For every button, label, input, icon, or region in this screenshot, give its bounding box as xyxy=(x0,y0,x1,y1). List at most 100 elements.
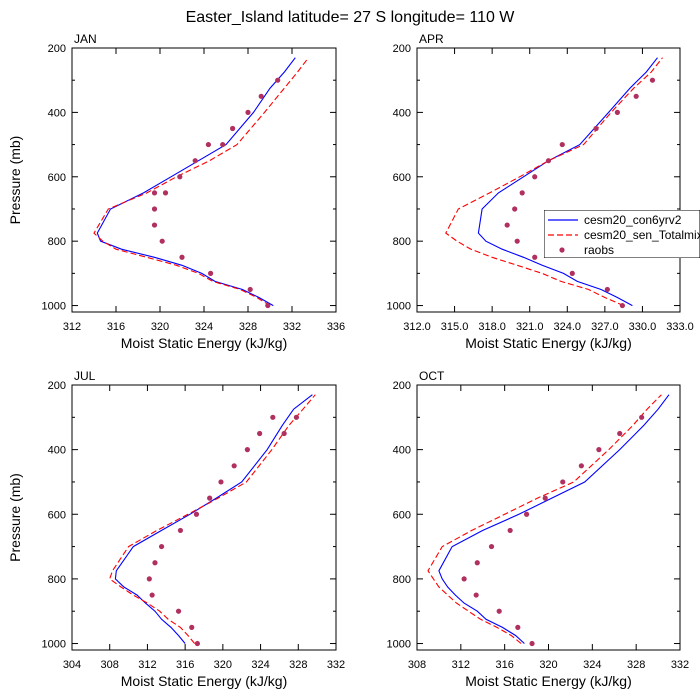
raobs-point xyxy=(578,463,584,469)
raobs-point xyxy=(257,430,263,437)
raobs-point xyxy=(515,624,521,630)
raobs-point xyxy=(179,254,185,260)
raobs-point xyxy=(162,190,169,196)
x-axis-label: Moist Static Energy (kJ/kg) xyxy=(465,673,632,689)
raobs-point xyxy=(151,190,158,196)
panel-title: JUL xyxy=(74,369,96,383)
raobs-point xyxy=(474,560,480,566)
raobs-point xyxy=(633,93,639,99)
panel-title: OCT xyxy=(419,369,445,383)
y-axis-label: Pressure (mb) xyxy=(7,473,23,562)
raobs-point xyxy=(205,141,211,148)
series-cesm20-con6yrv2 xyxy=(114,394,313,644)
plot-frame xyxy=(71,384,337,651)
raobs-point xyxy=(159,238,165,244)
raobs-point xyxy=(488,543,495,550)
y-tick-label: 600 xyxy=(393,509,411,521)
x-tick-label: 312 xyxy=(452,659,470,671)
y-tick-label: 1000 xyxy=(42,301,66,313)
y-tick-label: 800 xyxy=(48,236,66,248)
y-axis-label: Pressure (mb) xyxy=(7,136,23,225)
x-tick-label: 312.0 xyxy=(403,321,431,333)
x-tick-label: 312 xyxy=(63,321,81,333)
raobs-point xyxy=(151,206,158,212)
x-tick-label: 318.0 xyxy=(478,321,506,333)
x-tick-label: 336 xyxy=(327,321,345,333)
legend-label: cesm20_con6yrv2 xyxy=(584,213,682,227)
panel-apr: 312.0 315.0 318.0 321.0 324.0 327.0 330.0 333.0… xyxy=(387,32,694,351)
panel-jan: 312 316 320 324 328 332 336 200 400 600 800 1000 JAN… xyxy=(7,32,345,351)
raobs-point xyxy=(151,222,158,228)
raobs-point xyxy=(473,592,479,598)
x-tick-label: 316 xyxy=(107,321,125,333)
x-tick-label: 308 xyxy=(101,659,119,671)
panel-title: APR xyxy=(419,32,444,46)
raobs-point xyxy=(461,576,467,582)
x-tick-label: 320 xyxy=(539,659,557,671)
raobs-point xyxy=(532,174,538,180)
raobs-point xyxy=(189,624,195,630)
x-axis-label: Moist Static Energy (kJ/kg) xyxy=(121,335,288,351)
series-raobs xyxy=(504,77,656,309)
raobs-point xyxy=(514,238,520,244)
y-tick-label: 200 xyxy=(48,43,66,55)
series-raobs xyxy=(146,414,299,647)
legend-label: raobs xyxy=(584,243,614,257)
series-cesm20-sen-totalmix xyxy=(109,394,316,644)
series-cesm20-sen-totalmix xyxy=(427,394,662,644)
x-tick-label: 324.0 xyxy=(554,321,582,333)
raobs-point xyxy=(519,190,525,196)
raobs-point xyxy=(207,495,213,501)
panels: 312 316 320 324 328 332 336 200 400 600 800 1000 JAN… xyxy=(7,32,694,689)
raobs-point xyxy=(194,640,200,647)
series-raobs xyxy=(461,414,645,647)
y-tick-label: 600 xyxy=(48,172,66,184)
raobs-point xyxy=(149,592,155,598)
x-tick-label: 312 xyxy=(138,659,156,671)
raobs-point xyxy=(569,270,575,276)
panel-oct: 308 312 316 320 324 328 332 200 400 600 800 1000 OCT… xyxy=(387,369,690,689)
panel-title: JAN xyxy=(74,32,97,46)
y-tick-label: 1000 xyxy=(387,301,411,313)
raobs-point xyxy=(523,511,530,517)
legend-box xyxy=(544,210,700,258)
raobs-point xyxy=(559,141,565,148)
raobs-point xyxy=(193,511,200,517)
y-tick-label: 200 xyxy=(393,380,411,392)
figure-title: Easter_Island latitude= 27 S longitude= … xyxy=(186,9,516,26)
x-tick-label: 324 xyxy=(251,659,269,671)
raobs-point xyxy=(247,286,253,293)
x-tick-label: 328 xyxy=(627,659,645,671)
raobs-point xyxy=(293,414,299,420)
raobs-point xyxy=(281,430,287,437)
raobs-point xyxy=(649,77,656,83)
raobs-point xyxy=(192,158,198,164)
series-raobs xyxy=(151,77,281,309)
raobs-point xyxy=(220,141,226,148)
raobs-point xyxy=(496,608,502,614)
y-tick-label: 400 xyxy=(48,107,66,119)
x-tick-label: 316 xyxy=(176,659,194,671)
raobs-point xyxy=(639,414,645,420)
raobs-point xyxy=(146,576,152,582)
y-tick-label: 1000 xyxy=(387,639,411,651)
raobs-point xyxy=(230,125,236,132)
raobs-point xyxy=(244,447,250,453)
raobs-point xyxy=(275,77,281,83)
x-tick-label: 324 xyxy=(583,659,601,671)
raobs-point xyxy=(158,543,165,550)
y-tick-label: 600 xyxy=(48,509,66,521)
x-tick-label: 320 xyxy=(214,659,232,671)
y-tick-label: 200 xyxy=(48,380,66,392)
x-tick-label: 332 xyxy=(671,659,689,671)
x-tick-label: 324 xyxy=(195,321,213,333)
raobs-point xyxy=(532,254,538,260)
series-cesm20-con6yrv2 xyxy=(96,57,296,307)
legend-marker xyxy=(559,247,565,253)
y-tick-label: 400 xyxy=(393,107,411,119)
raobs-point xyxy=(504,222,510,228)
raobs-point xyxy=(560,479,566,485)
legend-label: cesm20_sen_Totalmix xyxy=(584,228,700,242)
